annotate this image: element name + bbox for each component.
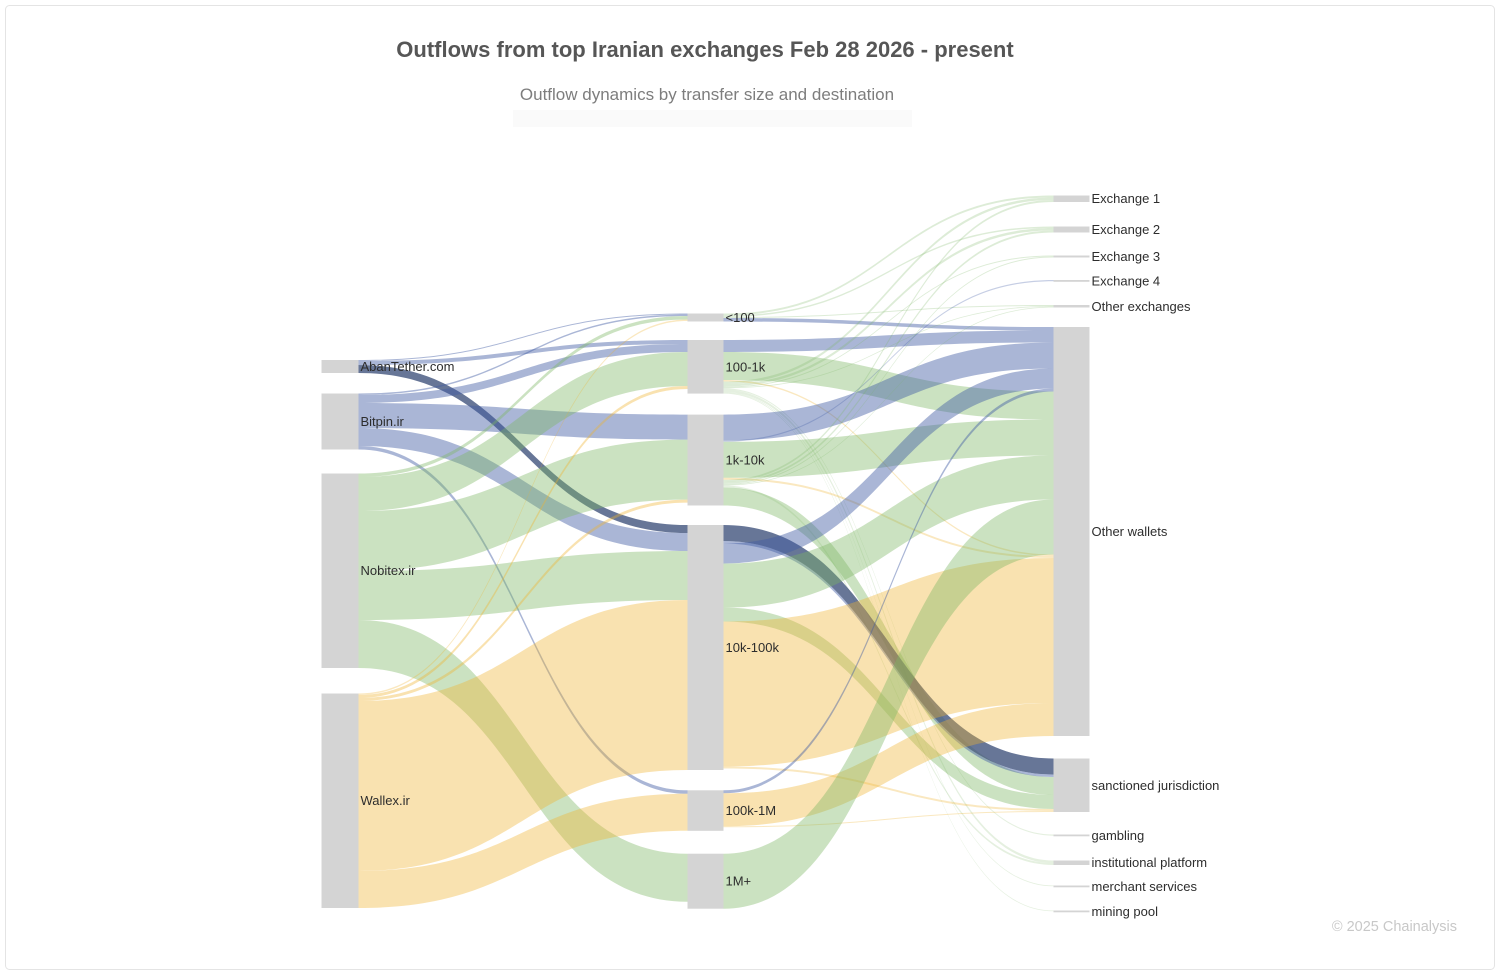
svg-text:Exchange 2: Exchange 2 [1092, 222, 1161, 237]
svg-text:Other exchanges: Other exchanges [1092, 299, 1192, 314]
svg-text:Exchange 4: Exchange 4 [1092, 273, 1161, 288]
svg-text:mining pool: mining pool [1092, 904, 1159, 919]
svg-text:gambling: gambling [1092, 828, 1145, 843]
svg-text:Exchange 3: Exchange 3 [1092, 249, 1161, 264]
svg-text:Other wallets: Other wallets [1092, 524, 1168, 539]
svg-text:Wallex.ir: Wallex.ir [361, 793, 411, 808]
svg-text:Outflow dynamics by transfer s: Outflow dynamics by transfer size and de… [520, 85, 894, 104]
svg-text:AbanTether.com: AbanTether.com [361, 359, 455, 374]
svg-text:100-1k: 100-1k [726, 359, 766, 374]
svg-text:merchant services: merchant services [1092, 879, 1198, 894]
svg-text:<100: <100 [726, 310, 755, 325]
svg-text:Exchange 1: Exchange 1 [1092, 191, 1161, 206]
svg-text:Bitpin.ir: Bitpin.ir [361, 414, 405, 429]
svg-text:Nobitex.ir: Nobitex.ir [361, 563, 417, 578]
svg-text:1k-10k: 1k-10k [726, 453, 766, 468]
svg-text:© 2025 Chainalysis: © 2025 Chainalysis [1332, 919, 1457, 935]
svg-text:1M+: 1M+ [726, 874, 752, 889]
svg-text:100k-1M: 100k-1M [726, 803, 777, 818]
svg-text:institutional platform: institutional platform [1092, 855, 1208, 870]
svg-text:Outflows from top Iranian exch: Outflows from top Iranian exchanges Feb … [396, 37, 1014, 62]
svg-text:sanctioned jurisdiction: sanctioned jurisdiction [1092, 778, 1220, 793]
svg-text:10k-100k: 10k-100k [726, 640, 780, 655]
